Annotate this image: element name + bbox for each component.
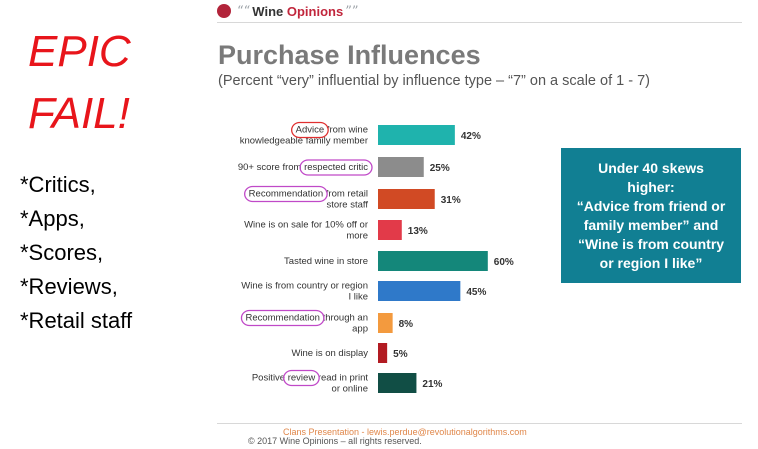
logo-word-wine: Wine (252, 3, 284, 19)
insight-callout-box: Under 40 skews higher: “Advice from frie… (561, 148, 741, 283)
footer-divider (217, 423, 742, 424)
category-label: Wine is on display (291, 348, 368, 359)
category-label: I like (348, 292, 368, 303)
category-label: Wine is on sale for 10% off or (244, 220, 368, 231)
logo-word-opinions: Opinions (286, 3, 344, 19)
category-label: store staff (326, 200, 368, 211)
chart-subtitle: (Percent “very” influential by influence… (218, 73, 650, 89)
highlight-circle (244, 185, 328, 203)
category-label: or online (332, 384, 368, 395)
category-label: Tasted wine in store (284, 256, 368, 267)
category-label: Advice from wine (296, 125, 368, 136)
bar-value-label: 42% (461, 131, 481, 142)
category-label: 90+ score from respected critic (238, 162, 368, 173)
category-label: knowledgeable family member (240, 136, 368, 147)
wine-opinions-logo: ““ Wine Opinions ”” (217, 1, 359, 21)
bar (378, 343, 388, 363)
bar (378, 313, 393, 333)
bar (378, 220, 402, 240)
bar-value-label: 5% (393, 349, 408, 360)
bar-value-label: 13% (408, 226, 428, 237)
logo-dot-icon (217, 4, 231, 18)
note-item: *Scores, (20, 240, 104, 265)
highlight-circle (283, 369, 320, 387)
bar-value-label: 45% (466, 287, 486, 298)
epic-headline-line2: FAIL! (28, 89, 130, 138)
category-label: more (346, 231, 368, 242)
insight-callout-text: Under 40 skews higher: “Advice from frie… (576, 159, 726, 271)
bar-value-label: 25% (430, 163, 450, 174)
notes-list: *Critics, *Apps, *Scores, *Reviews, *Ret… (20, 168, 132, 338)
bar (378, 189, 435, 209)
logo-open-quote: ““ (237, 3, 251, 19)
chart-title: Purchase Influences (218, 40, 481, 70)
category-label: Wine is from country or region (241, 281, 368, 292)
category-label: Recommendation through an (245, 313, 368, 324)
category-label: app (352, 324, 368, 335)
note-item: *Retail staff (20, 308, 133, 333)
note-item: *Reviews, (20, 274, 118, 299)
highlight-circle (240, 309, 325, 327)
bar (378, 157, 424, 177)
category-label: Positive review read in print (252, 373, 369, 384)
bar (378, 125, 455, 145)
bar (378, 281, 461, 301)
highlight-circle (291, 121, 329, 139)
logo-close-quote: ”” (345, 3, 359, 19)
bar-value-label: 31% (441, 195, 461, 206)
logo-text: Wine Opinions (252, 4, 343, 19)
bar (378, 373, 417, 393)
header-divider (217, 22, 742, 23)
epic-headline-line1: EPIC (28, 27, 131, 76)
note-item: *Apps, (20, 206, 85, 231)
footer-copyright: © 2017 Wine Opinions – all rights reserv… (248, 436, 422, 446)
bar (378, 251, 488, 271)
note-item: *Critics, (20, 172, 96, 197)
category-label: Recommendation from retail (249, 189, 368, 200)
footer-presentation-credit: Clans Presentation - lewis.perdue@revolu… (283, 427, 527, 437)
bar-value-label: 60% (494, 257, 514, 268)
highlight-circle (299, 159, 373, 176)
bar-value-label: 21% (422, 379, 442, 390)
bar-value-label: 8% (399, 319, 414, 330)
